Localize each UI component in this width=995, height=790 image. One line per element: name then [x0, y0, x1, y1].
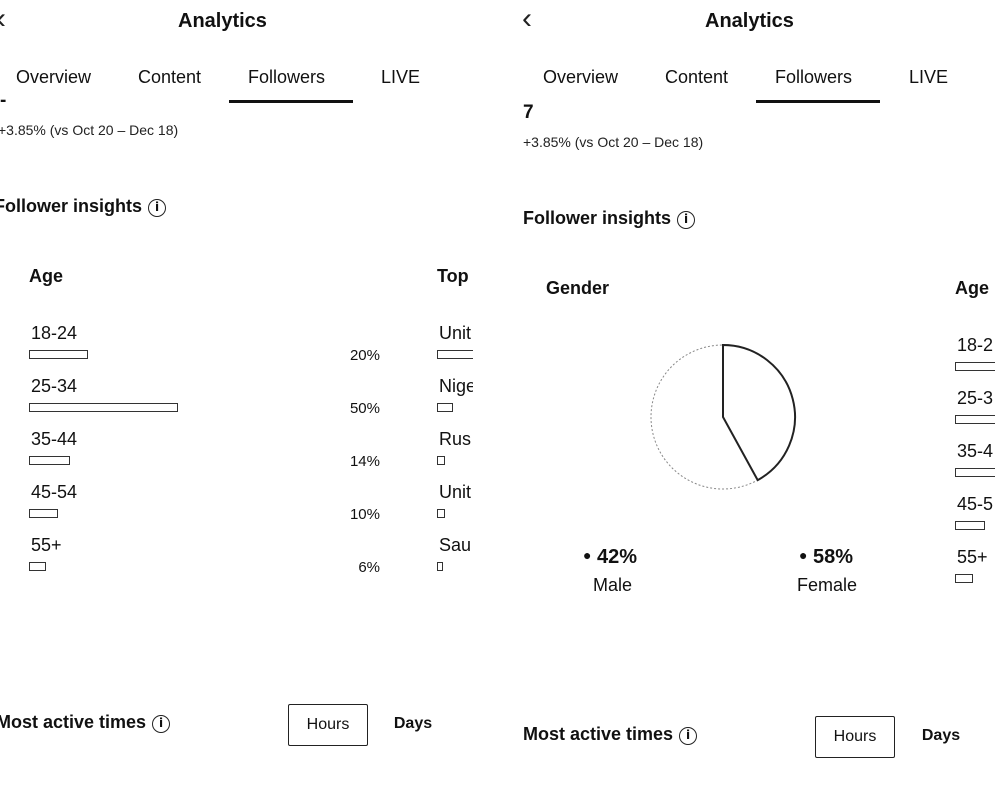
- age-percent-25-34: 50%: [349, 400, 380, 417]
- gender-card-title: Gender: [546, 278, 610, 298]
- country-label: Nige: [439, 376, 473, 396]
- follower-insights-title: Follower insights: [523, 208, 672, 228]
- age-label-25-34: 25-34: [31, 376, 78, 396]
- age-bar: [955, 362, 995, 371]
- days-toggle[interactable]: Days: [921, 727, 961, 744]
- back-chevron-icon[interactable]: ‹: [0, 4, 6, 34]
- age-card-title: Age: [955, 278, 990, 298]
- country-bar: [437, 350, 473, 359]
- hours-toggle[interactable]: Hours: [815, 716, 895, 758]
- most-active-times-title: Most active times: [0, 712, 147, 732]
- tab-overview[interactable]: Overview: [16, 67, 92, 87]
- country-bar: [437, 403, 453, 412]
- follower-insights-title: Follower insights: [0, 196, 143, 216]
- male-label: Male: [593, 575, 633, 595]
- most-active-times-heading: Most active times i: [523, 724, 698, 745]
- age-bar: [955, 521, 985, 530]
- back-chevron-icon[interactable]: ‹: [522, 2, 532, 35]
- age-bar-18-24: [29, 350, 88, 359]
- male-percent: ● 42%: [583, 546, 638, 568]
- country-label: Rus: [439, 429, 472, 449]
- info-icon[interactable]: i: [677, 211, 696, 229]
- followers-total: -: [0, 90, 7, 111]
- page-title: Analytics: [178, 10, 267, 32]
- info-icon[interactable]: i: [679, 727, 698, 745]
- age-bar: [955, 574, 973, 583]
- age-percent-45-54: 10%: [349, 506, 380, 523]
- age-percent-35-44: 14%: [349, 453, 380, 470]
- age-label: 35-4: [957, 441, 994, 461]
- country-label: Unit: [439, 323, 472, 343]
- gender-pie-chart: [650, 343, 796, 490]
- followers-change: +3.85% (vs Oct 20 – Dec 18): [0, 122, 179, 138]
- tab-content[interactable]: Content: [138, 67, 202, 87]
- most-active-times-title: Most active times: [523, 724, 674, 744]
- country-bar: [437, 509, 445, 518]
- age-label: 18-2: [957, 335, 994, 355]
- tab-live[interactable]: LIVE: [381, 67, 421, 87]
- info-icon[interactable]: i: [148, 199, 167, 217]
- age-bar: [955, 415, 995, 424]
- age-card-title: Age: [29, 266, 64, 286]
- age-label: 45-5: [957, 494, 994, 514]
- most-active-times-heading: Most active times i: [0, 712, 171, 733]
- days-toggle[interactable]: Days: [393, 715, 433, 732]
- active-tab-indicator: [756, 100, 880, 103]
- active-tab-indicator: [229, 100, 353, 103]
- country-label: Sau: [439, 535, 472, 555]
- followers-change: +3.85% (vs Oct 20 – Dec 18): [523, 134, 704, 150]
- follower-insights-heading: Follower insights i: [523, 208, 696, 229]
- age-percent-55plus: 6%: [358, 559, 380, 576]
- tab-followers[interactable]: Followers: [248, 67, 326, 87]
- age-card-peek: Age 18-2 25-3 35-4 45-5 55+: [950, 270, 995, 590]
- age-bar-45-54: [29, 509, 58, 518]
- follower-insights-heading: Follower insights i: [0, 196, 167, 217]
- analytics-screen-right: ‹ Analytics Overview Content Followers L…: [498, 0, 995, 790]
- top-card-title: Top: [437, 266, 469, 286]
- age-label-35-44: 35-44: [31, 429, 78, 449]
- tab-live[interactable]: LIVE: [909, 67, 949, 87]
- country-bar: [437, 562, 443, 571]
- age-label: 25-3: [957, 388, 994, 408]
- page-title: Analytics: [705, 10, 794, 32]
- male-percent-value: 42%: [597, 546, 638, 568]
- female-percent: ● 58%: [799, 546, 854, 568]
- info-icon[interactable]: i: [152, 715, 171, 733]
- pie-male-slice: [722, 343, 796, 482]
- age-bar-55plus: [29, 562, 46, 571]
- age-bar: [955, 468, 995, 477]
- female-percent-value: 58%: [813, 546, 854, 568]
- age-percent-18-24: 20%: [349, 347, 380, 364]
- analytics-screen-left: ‹ Analytics Overview Content Followers L…: [0, 0, 497, 790]
- top-countries-card: Top Unit Nige Rus Unit Sau: [430, 240, 473, 600]
- tab-content[interactable]: Content: [665, 67, 729, 87]
- age-bar-25-34: [29, 403, 178, 412]
- age-label: 55+: [957, 547, 988, 567]
- tab-followers[interactable]: Followers: [775, 67, 853, 87]
- country-label: Unit: [439, 482, 472, 502]
- age-label-18-24: 18-24: [31, 323, 78, 343]
- tab-overview[interactable]: Overview: [543, 67, 619, 87]
- age-label-55plus: 55+: [31, 535, 62, 555]
- hours-toggle[interactable]: Hours: [288, 704, 368, 746]
- age-label-45-54: 45-54: [31, 482, 78, 502]
- followers-total: 7: [523, 102, 534, 123]
- female-label: Female: [797, 575, 858, 595]
- country-bar: [437, 456, 445, 465]
- age-bar-35-44: [29, 456, 70, 465]
